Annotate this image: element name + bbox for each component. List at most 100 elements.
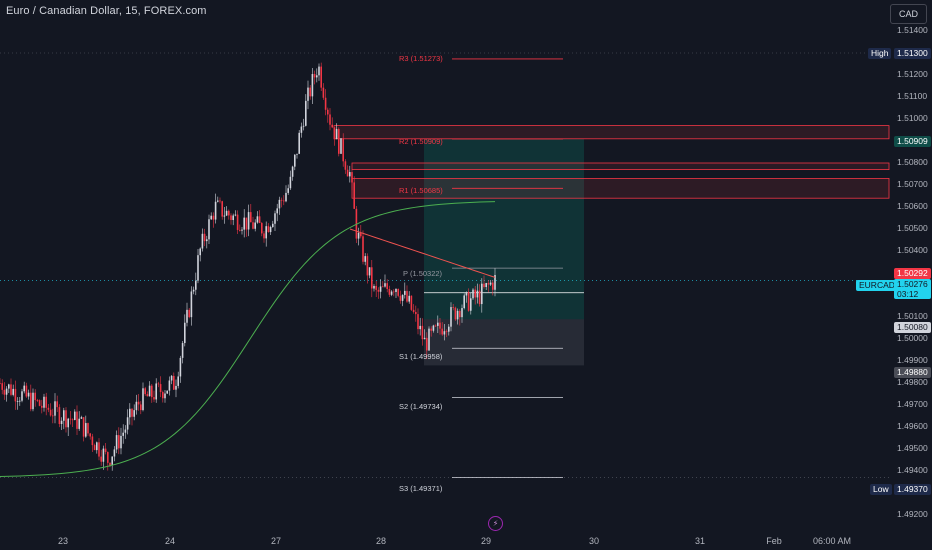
candle-body <box>74 411 76 421</box>
candle-body <box>241 229 243 231</box>
price-tick: 1.51400 <box>897 25 928 35</box>
candle-body <box>373 285 375 289</box>
candle-body <box>58 407 61 425</box>
candle-body <box>346 169 349 177</box>
candle-body <box>316 75 318 78</box>
candle-body <box>428 328 430 351</box>
candle-body <box>221 201 223 217</box>
time-tick: Feb <box>766 536 782 546</box>
time-tick: 23 <box>57 536 69 546</box>
time-tick: 31 <box>694 536 706 546</box>
candle-body <box>113 449 116 457</box>
candle-body <box>250 212 252 223</box>
candle-body <box>430 328 432 331</box>
candle-body <box>3 389 6 395</box>
candle-body <box>399 295 402 301</box>
pivot-label-r3: R3 (1.51273) <box>399 54 443 63</box>
candle-body <box>254 222 256 229</box>
candle-body <box>318 66 320 76</box>
red-price-tag: 1.50292 <box>894 268 931 279</box>
candle-body <box>256 216 259 223</box>
candle-body <box>168 380 171 391</box>
candle-body <box>111 456 113 466</box>
currency-button[interactable]: CAD <box>890 4 927 24</box>
candle-body <box>188 309 190 318</box>
moving-average-line <box>0 201 496 478</box>
candle-body <box>313 74 316 78</box>
price-tick: 1.50600 <box>897 201 928 211</box>
candle-body <box>199 248 201 256</box>
candle-body <box>124 429 127 433</box>
candle-body <box>186 309 188 323</box>
candle-body <box>236 214 239 230</box>
pivot-label-p: P (1.50322) <box>403 269 443 278</box>
candle-body <box>483 283 485 288</box>
candle-body <box>309 87 311 97</box>
candle-body <box>131 408 133 417</box>
vwap-line <box>349 228 496 278</box>
candle-body <box>360 232 362 237</box>
candle-body <box>454 307 457 320</box>
last-price-tag: 1.50276 03:12 <box>894 279 931 299</box>
candle-body <box>208 219 210 240</box>
price-tick: 1.49400 <box>897 465 928 475</box>
candle-body <box>382 286 384 288</box>
candle-body <box>38 400 41 406</box>
candle-body <box>472 289 474 299</box>
price-tick: 1.49900 <box>897 355 928 365</box>
candle-body <box>320 66 322 88</box>
last-price-value: 1.50276 <box>897 279 928 289</box>
price-tick: 1.49700 <box>897 399 928 409</box>
candle-body <box>410 295 413 310</box>
price-tick: 1.49600 <box>897 421 928 431</box>
price-tick: 1.51000 <box>897 113 928 123</box>
candle-body <box>25 385 28 397</box>
candle-body <box>492 282 494 290</box>
candle-body <box>412 309 415 312</box>
candle-body <box>276 208 278 214</box>
candle-body <box>307 87 309 101</box>
candle-body <box>159 384 162 393</box>
candle-body <box>342 138 344 162</box>
candle-body <box>344 161 347 170</box>
chart-title: Euro / Canadian Dollar, 15, FOREX.com <box>6 5 207 17</box>
candle-body <box>201 233 204 249</box>
candle-body <box>388 288 391 295</box>
candle-body <box>71 419 74 421</box>
candle-body <box>181 343 184 358</box>
candle-body <box>164 393 166 399</box>
candle-body <box>96 442 98 451</box>
candle-body <box>406 290 408 302</box>
candle-body <box>485 283 487 288</box>
candle-body <box>14 388 17 402</box>
candle-body <box>107 452 109 463</box>
candle-body <box>357 232 360 239</box>
stop-value-tag: 1.49880 <box>894 367 931 378</box>
price-tick: 1.51200 <box>897 69 928 79</box>
candle-body <box>443 331 446 335</box>
candle-body <box>494 275 496 290</box>
candle-body <box>465 292 468 296</box>
price-tick: 1.49800 <box>897 377 928 387</box>
candle-body <box>474 289 476 298</box>
candle-body <box>184 322 186 344</box>
lightning-icon[interactable]: ⚡ <box>488 516 503 531</box>
candle-body <box>166 390 168 394</box>
candle-body <box>69 418 72 420</box>
candle-body <box>93 445 96 451</box>
candle-body <box>170 375 173 381</box>
candle-body <box>5 388 8 395</box>
candle-body <box>91 436 94 446</box>
candle-body <box>417 314 419 330</box>
candle-body <box>243 217 245 230</box>
candle-body <box>133 410 135 417</box>
price-tick: 1.50800 <box>897 157 928 167</box>
candle-body <box>335 129 338 140</box>
candle-body <box>437 322 439 326</box>
low-value-tag: 1.49370 <box>894 484 931 495</box>
candle-body <box>212 215 215 220</box>
candle-body <box>298 132 300 154</box>
candle-body <box>100 456 102 462</box>
candle-body <box>375 285 377 290</box>
